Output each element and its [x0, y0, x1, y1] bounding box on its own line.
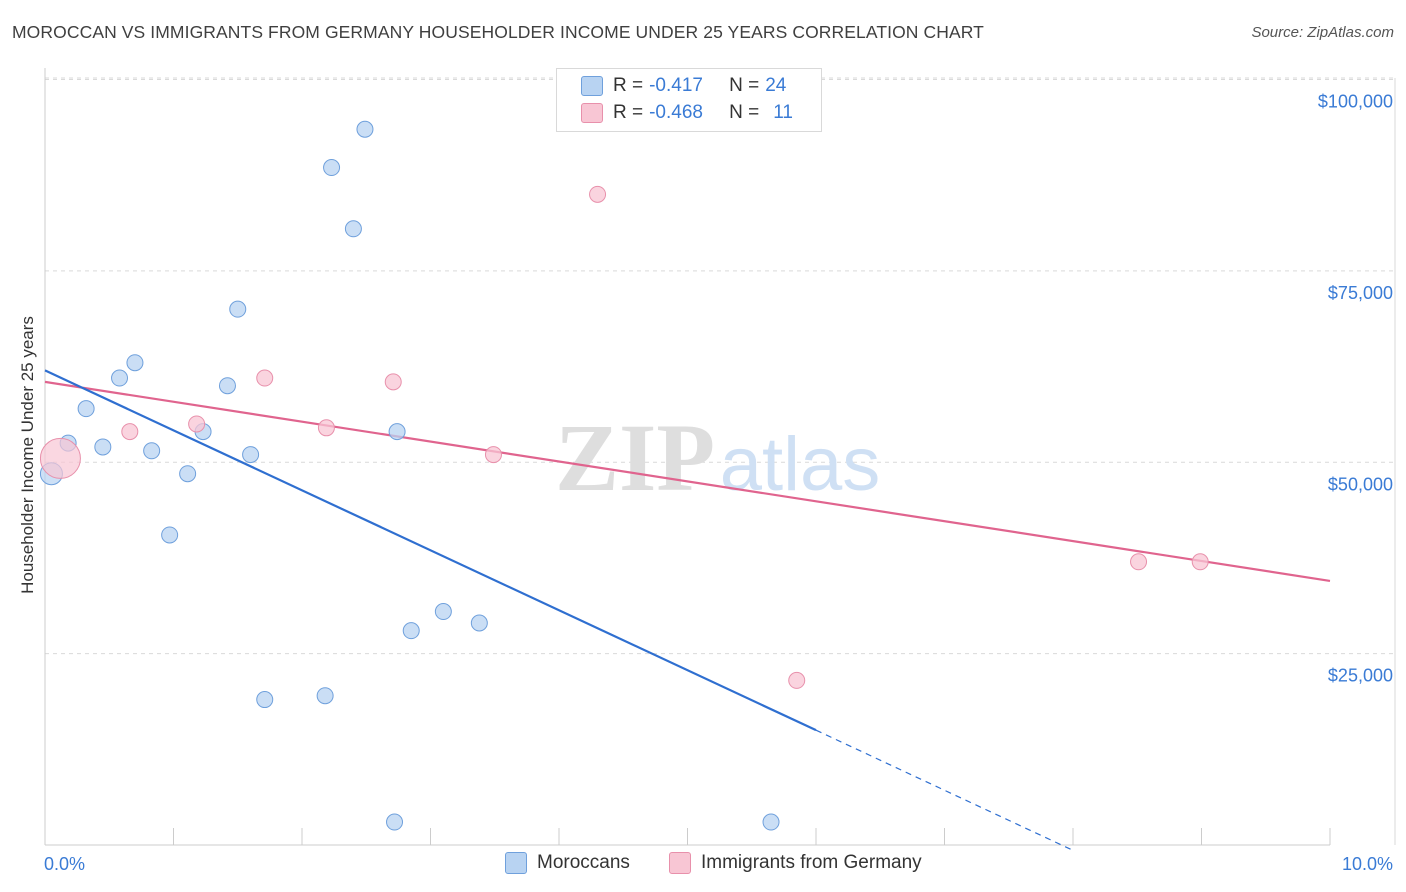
point-moroccans [229, 300, 247, 318]
point-germany [484, 446, 502, 464]
trend-line-moroccans-extrapolated [815, 729, 1074, 851]
trend-line-germany [44, 380, 1331, 582]
points-layer [39, 120, 1209, 831]
point-germany [121, 423, 139, 441]
y-tick-label: $75,000 [1328, 283, 1393, 303]
watermark: ZIP atlas [555, 404, 880, 511]
legend-swatch-blue [581, 76, 603, 96]
legend-item-moroccans: Moroccans [505, 852, 630, 874]
point-moroccans [77, 400, 95, 418]
legend-n-value: 24 [765, 75, 787, 96]
legend-n-label: N = [729, 102, 760, 123]
y-tick-label: $100,000 [1318, 92, 1393, 112]
legend-item-germany: Immigrants from Germany [669, 852, 922, 874]
x-tick-label: 0.0% [44, 854, 85, 874]
legend-swatch-pink [669, 852, 691, 874]
legend-row-moroccans: R = -0.417 N = 24 [581, 73, 786, 99]
point-germany [1191, 553, 1209, 571]
point-moroccans [762, 813, 780, 831]
legend-n-label: N = [729, 75, 760, 96]
chart-title: MOROCCAN VS IMMIGRANTS FROM GERMANY HOUS… [12, 22, 984, 42]
point-moroccans [316, 687, 334, 705]
legend-r-label: R = [613, 102, 644, 123]
series-legend: Moroccans Immigrants from Germany [0, 852, 1406, 878]
legend-label-germany: Immigrants from Germany [701, 852, 922, 873]
watermark-zip: ZIP [555, 404, 715, 511]
point-moroccans [470, 614, 488, 632]
point-moroccans [344, 220, 362, 238]
point-germany [788, 671, 806, 689]
point-germany [384, 373, 402, 391]
point-moroccans [386, 813, 404, 831]
point-germany [1130, 553, 1148, 571]
source-label: Source: ZipAtlas.com [1251, 24, 1394, 41]
axis-layer [44, 68, 1331, 846]
point-germany [39, 437, 81, 479]
point-moroccans [256, 691, 274, 709]
point-moroccans [161, 526, 179, 544]
trend-line-moroccans [44, 369, 817, 732]
stats-legend: R = -0.417 N = 24 R = -0.468 N = 11 [556, 68, 822, 132]
x-tick-label: 10.0% [1342, 854, 1393, 874]
legend-n-value: 11 [773, 102, 793, 123]
point-germany [589, 185, 607, 203]
point-moroccans [388, 423, 406, 441]
point-moroccans [434, 603, 452, 621]
point-moroccans [402, 622, 420, 640]
point-germany [317, 419, 335, 437]
legend-r-value: -0.468 [649, 102, 703, 123]
point-moroccans [111, 369, 129, 387]
point-moroccans [143, 442, 161, 460]
point-germany [256, 369, 274, 387]
legend-swatch-blue [505, 852, 527, 874]
point-moroccans [218, 377, 236, 395]
point-germany [188, 415, 206, 433]
trend-layer [44, 369, 1331, 851]
legend-swatch-pink [581, 103, 603, 123]
point-moroccans [242, 446, 260, 464]
y-tick-label: $50,000 [1328, 474, 1393, 494]
y-axis-label: Householder Income Under 25 years [18, 316, 37, 594]
point-moroccans [126, 354, 144, 372]
watermark-atlas: atlas [720, 422, 881, 507]
y-tick-label: $25,000 [1328, 666, 1393, 686]
point-moroccans [356, 120, 374, 138]
legend-r-label: R = [613, 75, 644, 96]
point-moroccans [179, 465, 197, 483]
legend-label-moroccans: Moroccans [537, 852, 630, 873]
point-moroccans [94, 438, 112, 456]
label-layer: $25,000 $50,000 $75,000 $100,000 0.0% 10.0% [44, 92, 1393, 875]
legend-r-value: -0.417 [649, 75, 703, 96]
legend-row-germany: R = -0.468 N = 11 [581, 100, 793, 126]
point-moroccans [323, 159, 341, 177]
